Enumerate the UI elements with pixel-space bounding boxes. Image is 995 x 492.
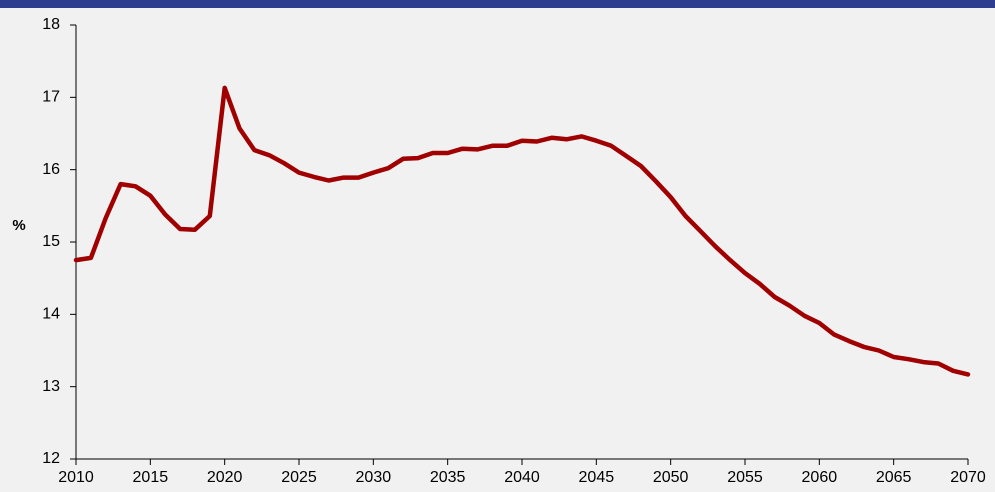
y-tick-label: 16 [42, 161, 60, 178]
x-tick-label: 2010 [58, 469, 94, 486]
x-tick-labels: 2010 2015 2020 2025 2030 2035 2040 2045 2050 2055… [58, 469, 986, 486]
x-tick-label: 2025 [281, 469, 317, 486]
series-group [73, 85, 971, 377]
series-line [73, 85, 971, 377]
x-tick-label: 2070 [950, 469, 986, 486]
y-tick-label: 17 [42, 89, 60, 106]
y-tick-label: 14 [42, 306, 60, 323]
x-tick-label: 2035 [430, 469, 466, 486]
y-tick-label: 12 [42, 450, 60, 467]
y-tick-label: 18 [42, 16, 60, 33]
x-tick-label: 2055 [727, 469, 763, 486]
x-tick-label: 2015 [133, 469, 169, 486]
y-tick-label: 13 [42, 378, 60, 395]
y-axis-label: % [12, 217, 25, 234]
x-tick-label: 2040 [504, 469, 540, 486]
y-tick-label: 15 [42, 233, 60, 250]
y-tick-labels: 12 13 14 15 16 17 18 [42, 16, 60, 467]
x-tick-label: 2060 [802, 469, 838, 486]
x-tick-label: 2065 [876, 469, 912, 486]
top-color-bar [0, 0, 995, 8]
x-tick-label: 2030 [356, 469, 392, 486]
x-tick-label: 2050 [653, 469, 689, 486]
x-tick-label: 2045 [579, 469, 615, 486]
chart-axes [70, 24, 969, 465]
x-tick-label: 2020 [207, 469, 243, 486]
